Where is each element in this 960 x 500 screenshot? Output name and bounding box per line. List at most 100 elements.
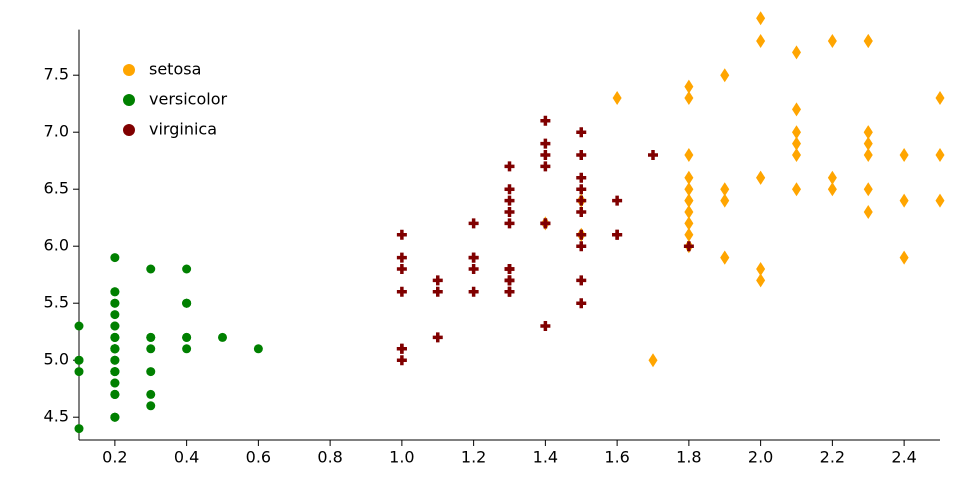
point [863,148,873,162]
point [684,216,694,231]
point [684,205,694,219]
point [432,275,443,286]
point [576,275,587,286]
point [504,286,515,297]
point [468,252,479,263]
point [540,115,551,126]
point [935,91,945,105]
x-tick-label: 1.8 [676,448,701,467]
point [684,227,694,242]
point [110,332,120,342]
point [182,344,192,354]
point [504,275,515,286]
point [253,344,263,354]
point [683,241,694,252]
x-tick-label: 2.4 [891,448,916,467]
legend-label: virginica [149,120,217,139]
point [792,125,801,140]
point [756,273,766,288]
point [74,355,84,365]
point [504,264,515,274]
point [827,34,837,48]
point [110,378,120,388]
point [863,182,873,197]
x-tick-label: 0.4 [174,448,199,467]
point [576,127,587,138]
point [756,170,766,185]
point [684,79,694,94]
legend-swatch [123,124,135,136]
point [146,389,156,399]
point [792,148,801,162]
point [468,264,479,274]
x-tick-label: 2.0 [748,448,773,467]
point [110,253,120,263]
point [182,264,192,274]
point [110,367,120,377]
x-tick-label: 1.0 [389,448,414,467]
point [827,170,837,185]
point [684,170,694,185]
point [935,193,945,208]
point [396,355,407,366]
point [396,252,407,263]
point [110,412,120,422]
point [612,195,623,206]
point [74,367,84,377]
point [899,148,909,162]
point [504,184,515,195]
point [612,91,622,105]
y-tick-label: 5.5 [44,293,69,312]
x-tick-label: 1.4 [533,448,558,467]
point [756,34,766,48]
point [720,250,730,265]
y-tick-label: 4.5 [44,407,69,426]
x-tick-label: 0.6 [246,448,271,467]
point [576,298,587,309]
point [576,241,587,252]
point [146,367,156,377]
y-tick-label: 7.0 [44,122,69,141]
point [792,182,801,197]
point [396,343,407,354]
point [540,321,551,331]
point [540,150,551,160]
point [110,298,120,308]
point [792,45,801,60]
point [396,229,407,240]
point [576,207,587,217]
point [504,218,515,229]
point [110,287,120,297]
point [684,148,694,162]
point [146,264,156,274]
point [720,182,730,197]
point [432,286,443,297]
y-tick-label: 5.0 [44,350,69,369]
point [863,34,873,48]
point [396,264,407,274]
legend-label: setosa [149,60,201,79]
point [218,332,227,342]
point [576,184,587,195]
point [827,182,837,197]
point [110,355,120,365]
x-tick-label: 0.2 [102,448,127,467]
point [396,286,407,297]
x-tick-label: 1.2 [461,448,486,467]
point [899,193,909,208]
point [935,148,945,162]
point [576,195,587,206]
point [720,68,730,83]
point [74,424,84,434]
point [182,298,192,308]
point [684,193,694,208]
point [432,332,443,343]
point [720,193,730,208]
point [899,250,909,265]
x-tick-label: 0.8 [317,448,342,467]
y-tick-label: 6.0 [44,236,69,255]
point [540,161,551,172]
point [612,229,623,240]
point [576,172,587,183]
